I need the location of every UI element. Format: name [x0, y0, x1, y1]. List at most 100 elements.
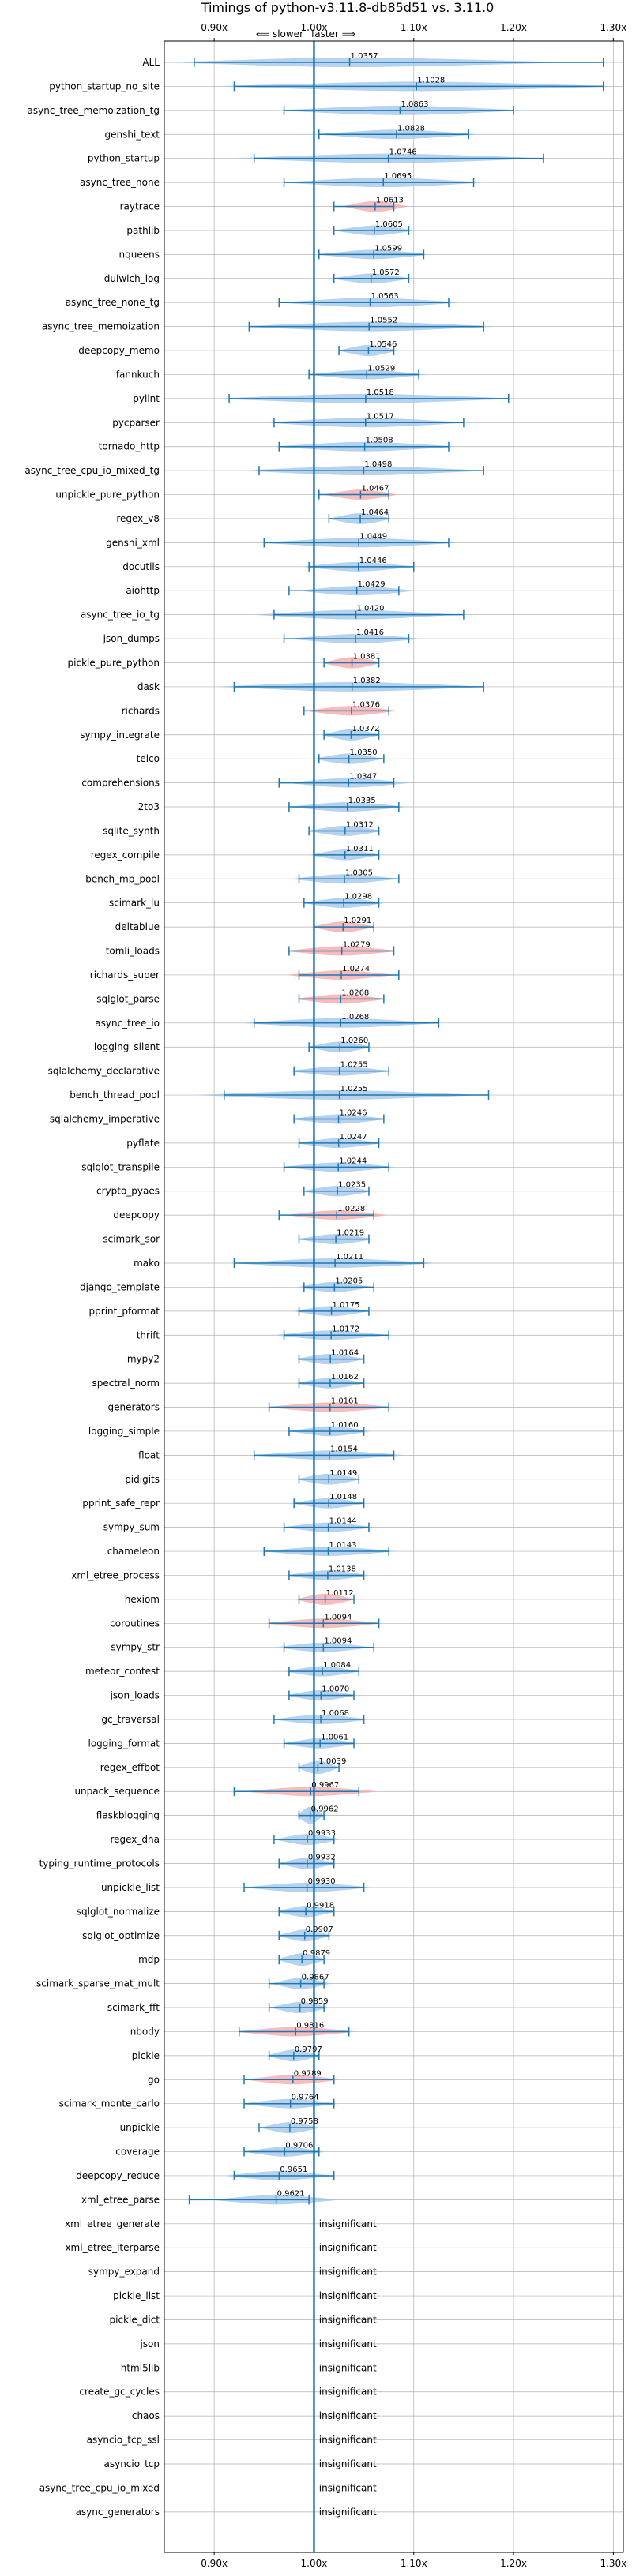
mean-label-scimark_monte_carlo: 0.9764 [292, 2094, 319, 2102]
mean-label-sympy_sum: 1.0144 [329, 1517, 357, 1526]
insignificant-label: insignificant [319, 2482, 377, 2493]
mean-label-async_tree_cpu_io_mixed_tg: 1.0498 [364, 460, 392, 469]
mean-label-thrift: 1.0172 [332, 1325, 359, 1333]
mean-label-tomli_loads: 1.0279 [343, 941, 371, 950]
chart-title: Timings of python-v3.11.8-db85d51 vs. 3.… [201, 0, 495, 15]
benchmark-label-nbody: nbody [130, 2026, 160, 2037]
insignificant-label: insignificant [319, 2338, 377, 2349]
mean-label-regex_v8: 1.0464 [361, 508, 389, 517]
benchmark-label-logging_simple: logging_simple [88, 1426, 160, 1437]
benchmark-label-logging_silent: logging_silent [94, 1041, 160, 1052]
benchmark-label-genshi_xml: genshi_xml [106, 537, 160, 548]
mean-label-unpickle: 0.9758 [291, 2117, 318, 2126]
benchmark-name-labels: ALL python_startup_no_site async_tree_memo… [24, 57, 160, 2518]
benchmark-label-chameleon: chameleon [107, 1546, 160, 1557]
mean-label-async_tree_io: 1.0268 [341, 1013, 369, 1022]
mean-label-async_tree_memoization: 1.0552 [370, 317, 397, 325]
mean-label-scimark_sor: 1.0219 [337, 1229, 364, 1238]
mean-label-spectral_norm: 1.0162 [331, 1373, 359, 1382]
benchmark-label-unpickle: unpickle [120, 2122, 160, 2133]
insignificant-label: insignificant [319, 2458, 377, 2469]
benchmark-label-dask: dask [137, 681, 160, 692]
benchmark-label-python_startup: python_startup [88, 153, 160, 164]
benchmark-label-2to3: 2to3 [138, 801, 160, 812]
benchmark-label-tornado_http: tornado_http [99, 441, 160, 452]
benchmark-label-regex_compile: regex_compile [91, 849, 160, 861]
benchmark-label-generators: generators [107, 1402, 160, 1413]
benchmark-label-async_tree_io: async_tree_io [95, 1018, 160, 1029]
benchmark-label-richards_super: richards_super [90, 969, 160, 981]
mean-label-scimark_sparse_mat_mult: 0.9867 [302, 1974, 329, 1982]
mean-label-unpickle_list: 0.9930 [308, 1877, 336, 1886]
mean-label-async_tree_memoization_tg: 1.0863 [401, 100, 428, 109]
benchmark-label-meteor_contest: meteor_contest [85, 1666, 160, 1677]
benchmark-label-html5lib: html5lib [121, 2362, 160, 2373]
mean-label-pprint_pformat: 1.0175 [333, 1301, 360, 1310]
mean-label-logging_silent: 1.0260 [340, 1037, 368, 1045]
benchmark-label-pprint_pformat: pprint_pformat [89, 1306, 160, 1317]
benchmark-label-pickle_dict: pickle_dict [110, 2314, 160, 2325]
mean-label-mako: 1.0211 [336, 1253, 363, 1262]
benchmark-label-coverage: coverage [115, 2147, 160, 2158]
mean-label-aiohttp: 1.0429 [358, 580, 386, 589]
benchmark-label-sqlglot_normalize: sqlglot_normalize [77, 1906, 160, 1917]
benchmark-label-xml_etree_iterparse: xml_etree_iterparse [65, 2242, 160, 2253]
mean-label-django_template: 1.0205 [335, 1277, 363, 1285]
benchmark-label-pycparser: pycparser [112, 417, 160, 428]
benchmark-label-unpack_sequence: unpack_sequence [74, 1786, 160, 1797]
mean-label-deltablue: 1.0291 [344, 917, 371, 925]
benchmark-label-chaos: chaos [132, 2410, 160, 2421]
mean-label-deepcopy_memo: 1.0546 [369, 340, 397, 349]
insignificant-label: insignificant [319, 2290, 377, 2301]
mean-label-richards_super: 1.0274 [342, 965, 370, 973]
insignificant-label: insignificant [319, 2435, 377, 2446]
benchmark-label-sympy_str: sympy_str [111, 1642, 160, 1653]
direction-faster-label: faster ⟹ [311, 28, 356, 39]
mean-label-go: 0.9789 [294, 2069, 322, 2078]
mean-label-sqlalchemy_declarative: 1.0255 [340, 1061, 368, 1070]
mean-label-pickle: 0.9797 [295, 2045, 322, 2054]
mean-label-float: 1.0154 [330, 1445, 358, 1453]
x-tick-label-top: 1.30x [600, 22, 626, 33]
mean-label-xml_etree_parse: 0.9621 [277, 2189, 305, 2198]
benchmark-label-dulwich_log: dulwich_log [104, 273, 160, 284]
mean-label-tornado_http: 1.0508 [366, 437, 393, 445]
benchmark-label-xml_etree_generate: xml_etree_generate [65, 2218, 160, 2229]
benchmark-label-logging_format: logging_format [88, 1738, 160, 1749]
mean-label-sqlalchemy_imperative: 1.0246 [340, 1108, 367, 1117]
mean-label-json_loads: 1.0070 [322, 1685, 349, 1694]
x-tick-label-top: 1.20x [500, 22, 527, 33]
mean-label-regex_effbot: 1.0039 [318, 1757, 346, 1766]
benchmark-label-sqlglot_optimize: sqlglot_optimize [82, 1930, 160, 1941]
benchmark-label-pidigits: pidigits [125, 1474, 160, 1485]
benchmark-label-async_tree_io_tg: async_tree_io_tg [81, 609, 160, 621]
mean-label-scimark_lu: 1.0298 [344, 893, 372, 902]
benchmark-label-sqlalchemy_declarative: sqlalchemy_declarative [48, 1066, 160, 1077]
mean-label-sqlglot_transpile: 1.0244 [339, 1157, 367, 1165]
x-tick-label-top: 1.10x [401, 22, 427, 33]
benchmark-label-python_startup_no_site: python_startup_no_site [49, 81, 160, 92]
benchmark-label-unpickle_list: unpickle_list [101, 1882, 160, 1893]
benchmark-label-json_dumps: json_dumps [103, 633, 160, 644]
mean-label-comprehensions: 1.0347 [349, 773, 377, 782]
mean-label-async_tree_io_tg: 1.0420 [357, 605, 385, 613]
benchmark-label-async_tree_none: async_tree_none [80, 177, 160, 188]
benchmark-label-pickle_pure_python: pickle_pure_python [68, 658, 160, 669]
benchmark-label-sympy_sum: sympy_sum [103, 1522, 160, 1533]
mean-label-unpack_sequence: 0.9967 [311, 1781, 339, 1790]
benchmark-label-create_gc_cycles: create_gc_cycles [79, 2387, 160, 2398]
mean-label-async_tree_none: 1.0695 [384, 172, 412, 181]
mean-label-coroutines: 1.0094 [324, 1613, 352, 1622]
insignificant-label: insignificant [319, 2314, 377, 2325]
benchmark-label-nqueens: nqueens [119, 249, 160, 260]
benchmark-label-bench_thread_pool: bench_thread_pool [70, 1089, 160, 1101]
benchmark-label-pickle_list: pickle_list [113, 2290, 160, 2301]
benchmark-label-async_tree_cpu_io_mixed_tg: async_tree_cpu_io_mixed_tg [24, 465, 160, 476]
benchmark-label-deepcopy_memo: deepcopy_memo [78, 345, 160, 356]
benchmark-label-async_tree_memoization: async_tree_memoization [42, 321, 160, 332]
benchmark-label-mako: mako [134, 1258, 160, 1269]
mean-label-raytrace: 1.0613 [376, 197, 404, 205]
benchmark-label-scimark_monte_carlo: scimark_monte_carlo [59, 2098, 160, 2109]
